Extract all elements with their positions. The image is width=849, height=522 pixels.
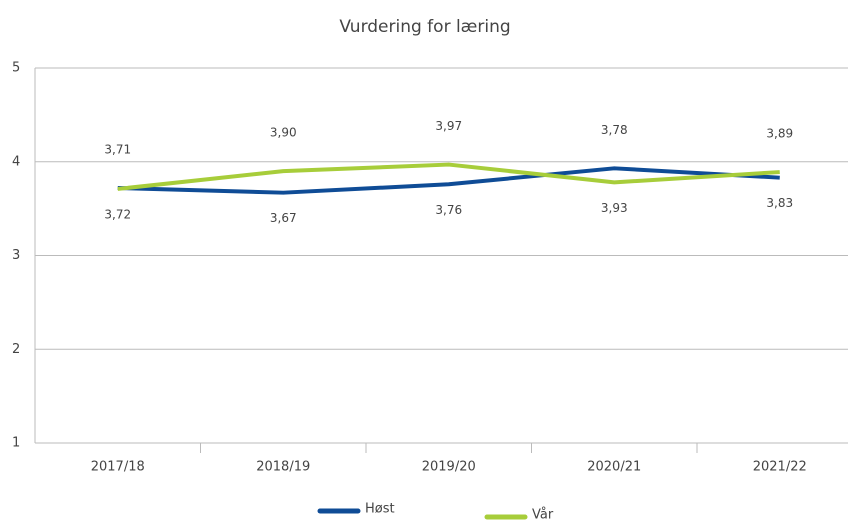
x-tick-label: 2018/19 bbox=[256, 460, 310, 475]
data-label: 3,93 bbox=[601, 201, 628, 215]
x-tick-label: 2021/22 bbox=[753, 460, 807, 475]
x-tick-label: 2020/21 bbox=[587, 460, 641, 475]
chart-title: Vurdering for læring bbox=[339, 17, 510, 37]
data-label: 3,83 bbox=[766, 196, 793, 210]
y-tick-label: 2 bbox=[12, 342, 20, 357]
data-label: 3,78 bbox=[601, 123, 628, 137]
data-label: 3,90 bbox=[270, 126, 297, 140]
data-label: 3,71 bbox=[104, 143, 131, 157]
x-tick-label: 2019/20 bbox=[422, 460, 476, 475]
data-label: 3,89 bbox=[766, 127, 793, 141]
data-label: 3,72 bbox=[104, 207, 131, 221]
data-label: 3,67 bbox=[270, 211, 297, 225]
series-line bbox=[117, 162, 780, 191]
series-line bbox=[117, 166, 780, 195]
y-tick-label: 5 bbox=[12, 61, 20, 76]
data-label: 3,97 bbox=[435, 119, 462, 133]
y-tick-label: 1 bbox=[12, 436, 20, 451]
legend-label: Vår bbox=[532, 508, 554, 522]
x-tick-label: 2017/18 bbox=[91, 460, 145, 475]
y-tick-label: 3 bbox=[12, 248, 20, 263]
data-label: 3,76 bbox=[435, 203, 462, 217]
legend-label: Høst bbox=[365, 502, 395, 517]
y-tick-label: 4 bbox=[12, 154, 20, 169]
